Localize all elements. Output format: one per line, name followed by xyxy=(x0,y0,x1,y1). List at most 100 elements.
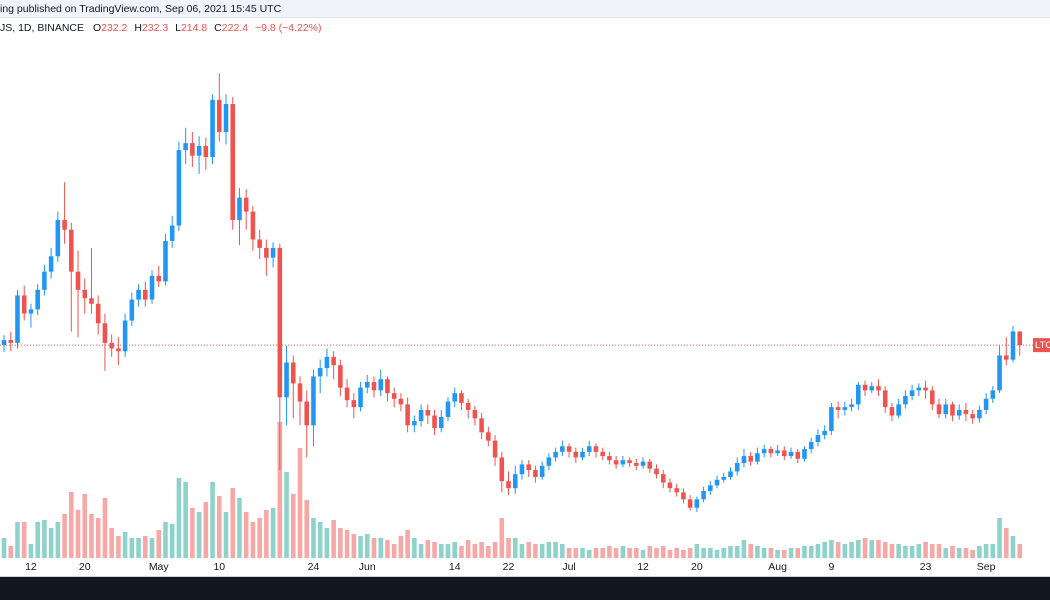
volume-bar xyxy=(405,530,410,558)
candle-body xyxy=(506,481,511,489)
ohlc-value: 214.8 xyxy=(181,22,207,34)
candle-body xyxy=(122,320,128,352)
x-tick-label: 9 xyxy=(828,561,834,573)
candle-body xyxy=(338,365,343,388)
volume-bar xyxy=(782,550,787,558)
candle-layer: LTC xyxy=(0,73,1050,512)
ohlc-value: 222.4 xyxy=(222,22,248,34)
candle-body xyxy=(1010,331,1016,360)
candle-body xyxy=(311,376,316,426)
legend: JS, 1D, BINANCE O232.2 H232.3 L214.8 C22… xyxy=(0,22,322,34)
candle-body xyxy=(788,451,794,457)
x-tick-label: 22 xyxy=(503,561,515,573)
volume-bar xyxy=(768,548,774,558)
candle-body xyxy=(835,407,841,410)
volume-bar xyxy=(566,548,572,558)
volume-bar xyxy=(35,522,40,558)
header-text: ing published on TradingView.com, Sep 06… xyxy=(0,3,282,15)
candle-body xyxy=(364,382,370,388)
candle-body xyxy=(977,409,982,419)
volume-bar xyxy=(311,518,316,558)
volume-bar xyxy=(324,528,330,558)
volume-bar xyxy=(237,498,242,558)
candle-body xyxy=(230,104,236,220)
candle-body xyxy=(822,430,827,436)
volume-bar xyxy=(136,538,141,558)
volume-bar xyxy=(896,544,901,558)
volume-bar xyxy=(391,544,397,558)
candle-body xyxy=(492,440,498,458)
candle-body xyxy=(660,474,666,483)
footer-bar xyxy=(0,577,1050,600)
volume-bar xyxy=(708,548,713,558)
candle-body xyxy=(842,407,848,410)
candle-body xyxy=(163,240,168,282)
candle-body xyxy=(593,446,599,452)
candle-body xyxy=(512,474,518,489)
volume-bar xyxy=(459,546,464,558)
volume-bar xyxy=(667,550,673,558)
candle-body xyxy=(936,404,942,415)
volume-bar xyxy=(613,548,619,558)
volume-bar xyxy=(620,546,626,558)
candle-body xyxy=(607,456,612,461)
volume-bar xyxy=(714,550,720,558)
volume-bar xyxy=(492,542,498,558)
volume-bar xyxy=(822,542,827,558)
volume-bar xyxy=(284,472,289,558)
candle-body xyxy=(196,145,202,156)
candle-body xyxy=(391,393,397,399)
ohlc-letter: L xyxy=(175,22,181,34)
candle-body xyxy=(28,309,34,314)
candle-body xyxy=(728,471,733,477)
volume-bar xyxy=(694,544,700,558)
volume-bar xyxy=(634,548,639,558)
volume-bar xyxy=(512,538,518,558)
candle-body xyxy=(755,453,760,462)
candle-body xyxy=(55,219,61,257)
volume-bar xyxy=(526,542,531,558)
candle-body xyxy=(48,256,54,272)
candle-body xyxy=(600,451,605,457)
volume-bar xyxy=(418,544,424,558)
candle-body xyxy=(82,289,88,299)
volume-bar xyxy=(210,482,215,558)
volume-bar xyxy=(15,522,20,558)
candle-body xyxy=(143,289,148,300)
candle-body xyxy=(412,421,417,426)
volume-bar xyxy=(970,550,975,558)
candle-body xyxy=(580,451,585,458)
candle-body xyxy=(75,271,81,290)
candle-body xyxy=(930,390,935,405)
volume-bar xyxy=(862,538,868,558)
volume-bar xyxy=(506,538,511,558)
candle-body xyxy=(479,418,484,433)
candle-body xyxy=(815,435,821,443)
candle-body xyxy=(963,409,969,415)
volume-bar xyxy=(533,544,538,558)
volume-bar xyxy=(223,512,229,558)
candle-body xyxy=(351,400,357,408)
volume-bar xyxy=(338,528,343,558)
candle-body xyxy=(344,387,350,401)
volume-bar xyxy=(55,522,61,558)
volume-bar xyxy=(385,540,390,558)
candle-body xyxy=(923,387,928,391)
candle-body xyxy=(775,450,780,454)
volume-bar xyxy=(264,510,269,558)
candle-body xyxy=(634,463,639,466)
candle-body xyxy=(284,362,289,398)
volume-bar xyxy=(775,550,780,558)
candle-body xyxy=(849,404,854,408)
volume-bar xyxy=(734,546,740,558)
x-tick-label: Jul xyxy=(562,561,575,573)
x-tick-label: 14 xyxy=(449,561,461,573)
candle-body xyxy=(270,247,276,258)
change: −9.8 (−4.22%) xyxy=(255,22,322,34)
volume-bar xyxy=(553,542,558,558)
volume-bar xyxy=(250,522,256,558)
volume-bar xyxy=(277,422,283,558)
candle-body xyxy=(190,143,195,156)
